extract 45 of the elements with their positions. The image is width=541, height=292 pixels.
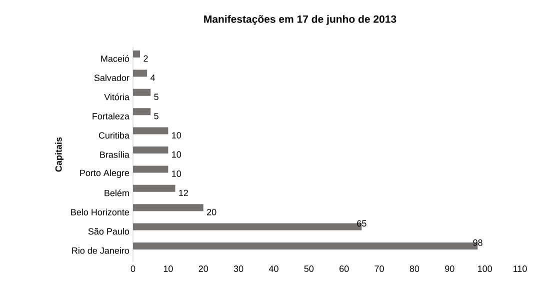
x-tick-label: 20	[198, 266, 208, 272]
bar	[133, 127, 168, 134]
bar	[133, 88, 151, 96]
bar	[133, 146, 168, 154]
y-tick-label: Belém	[104, 190, 129, 196]
data-label: 20	[207, 208, 216, 216]
y-tick-label: Vitória	[104, 94, 130, 100]
y-tick-label: Fortaleza	[92, 112, 130, 120]
chart-title: Manifestações em 17 de junho de 2013	[204, 15, 396, 25]
x-tick-label: 110	[514, 266, 527, 272]
data-label: 98	[473, 239, 482, 246]
y-axis-title: Capitais	[55, 137, 64, 172]
y-tick-label: Maceió	[101, 55, 130, 62]
y-tick-label: Rio de Janeiro	[72, 247, 130, 254]
x-tick-label: 90	[445, 266, 454, 272]
data-label: 5	[154, 112, 158, 120]
x-tick-label: 40	[268, 266, 278, 272]
data-label: 10	[172, 132, 182, 138]
data-label: 2	[144, 55, 148, 62]
x-tick-label: 50	[304, 266, 314, 272]
y-tick-label: São Paulo	[88, 228, 130, 235]
x-tick-label: 70	[374, 266, 384, 272]
x-tick-label: 60	[340, 266, 349, 272]
bar	[133, 70, 148, 77]
x-tick-label: 10	[164, 266, 173, 272]
bar	[133, 184, 176, 192]
x-tick-label: 30	[234, 266, 244, 272]
y-tick-label: Curitiba	[98, 132, 130, 139]
data-label: 10	[172, 151, 182, 158]
data-label: 12	[179, 190, 188, 196]
data-label: 4	[150, 74, 156, 81]
bar	[133, 166, 168, 173]
bar	[133, 108, 151, 116]
y-tick-label: Brasília	[100, 151, 130, 158]
bar	[133, 204, 204, 212]
data-label: 65	[357, 220, 366, 227]
data-label: 5	[154, 94, 158, 100]
y-tick-label: Salvador	[94, 74, 130, 82]
x-tick-label: 80	[410, 266, 420, 272]
x-tick-label: 0	[130, 266, 136, 272]
x-tick-label: 100	[478, 266, 492, 272]
data-label: 10	[172, 170, 182, 177]
y-tick-label: Porto Alegre	[80, 170, 130, 178]
bar	[133, 50, 140, 58]
y-tick-label: Belo Horizonte	[71, 208, 130, 216]
